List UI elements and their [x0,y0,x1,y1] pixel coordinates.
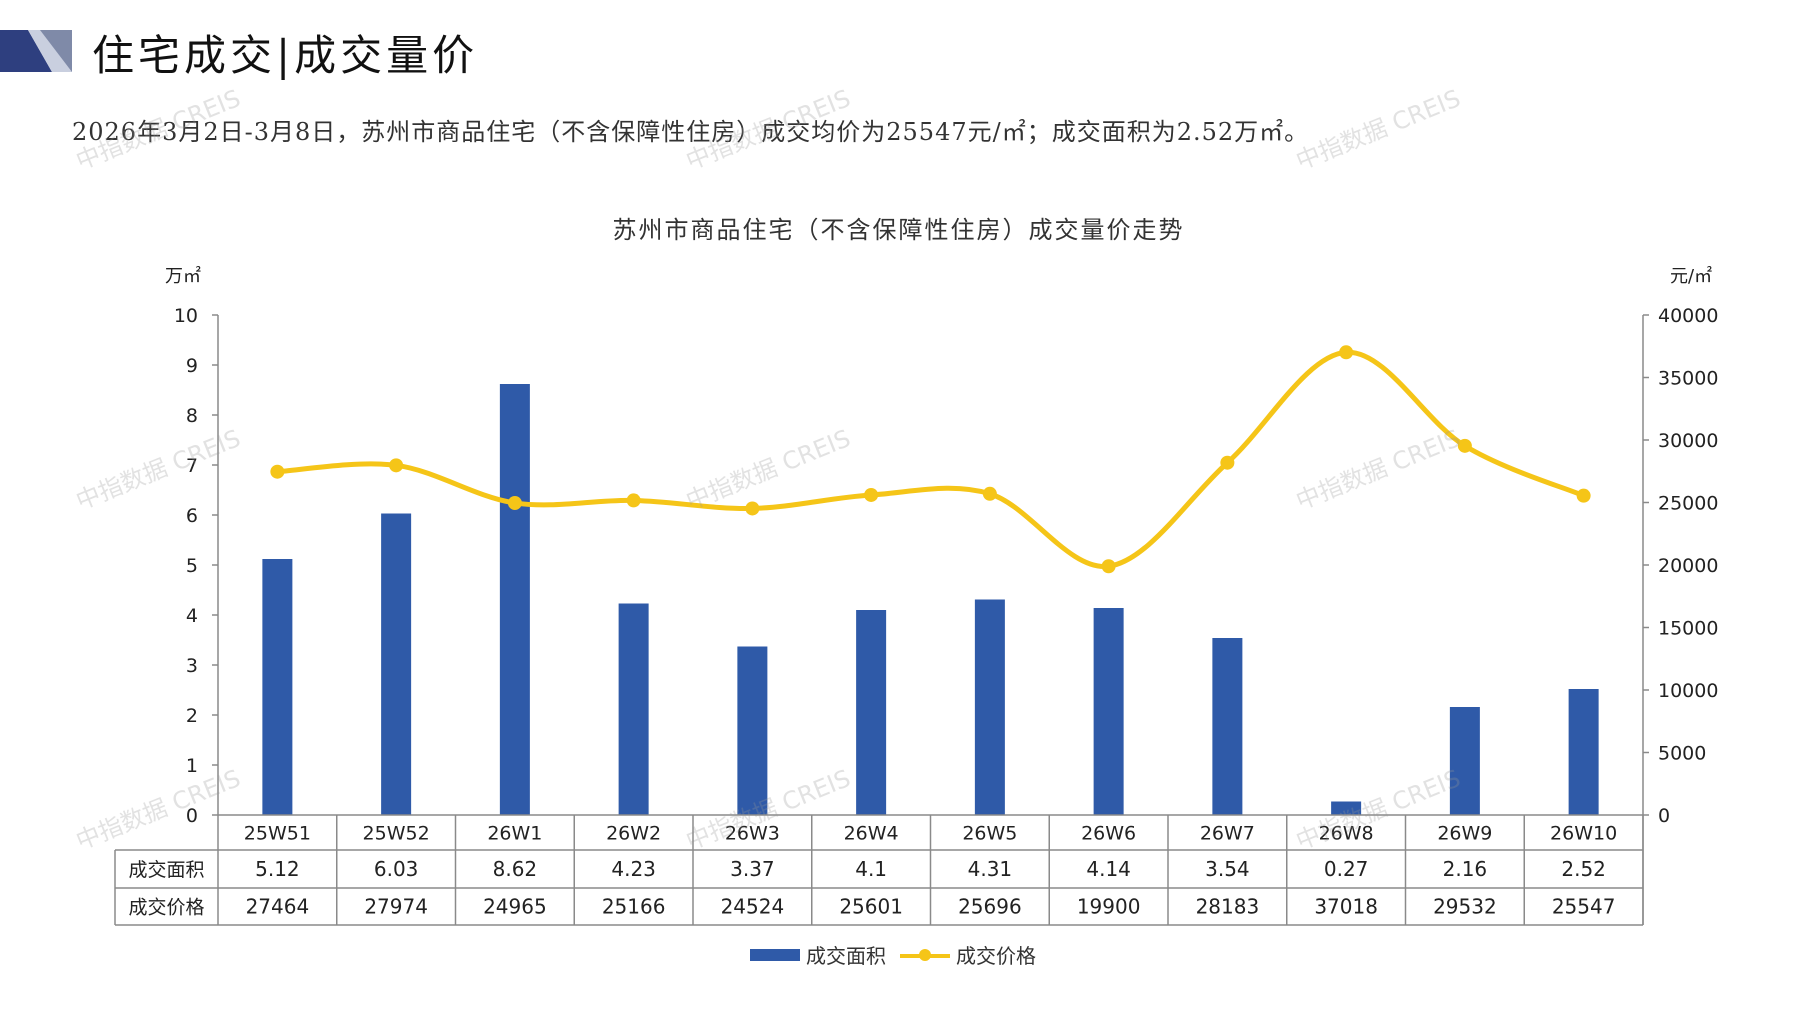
right-tick-label: 20000 [1658,555,1718,577]
right-tick-label: 0 [1658,805,1670,827]
left-tick-label: 6 [186,505,198,527]
line-data-label: 37018 [1314,895,1378,919]
line-data-label: 27464 [246,895,310,919]
bar-data-label: 6.03 [374,857,419,881]
price-point-26W1 [507,495,522,510]
price-point-26W9 [1457,438,1472,453]
right-tick-label: 10000 [1658,680,1718,702]
line-data-label: 19900 [1077,895,1141,919]
bar-26W3 [737,646,768,815]
x-tick-label: 26W9 [1437,823,1492,845]
bar-26W2 [618,603,649,815]
bar-26W9 [1449,707,1480,815]
left-axis-unit: 万㎡ [165,265,201,287]
line-data-label: 25696 [958,895,1022,919]
bar-data-label: 4.1 [855,857,887,881]
line-data-label: 25166 [602,895,666,919]
table-row-label-price: 成交价格 [128,897,204,919]
x-tick-label: 26W2 [606,823,661,845]
bar-data-label: 4.23 [611,857,656,881]
left-tick-label: 8 [186,405,198,427]
bar-data-label: 4.31 [968,857,1013,881]
bar-26W7 [1212,638,1243,815]
right-tick-label: 5000 [1658,743,1706,765]
left-tick-label: 9 [186,355,198,377]
price-point-26W6 [1101,559,1116,574]
x-tick-label: 26W10 [1550,823,1617,845]
price-point-26W5 [982,486,997,501]
bar-data-label: 3.54 [1205,857,1250,881]
chart-legend: 成交面积 成交价格 [750,940,1036,969]
bar-data-label: 4.14 [1086,857,1131,881]
bar-26W1 [499,384,530,815]
bar-data-label: 2.52 [1561,857,1606,881]
right-tick-label: 35000 [1658,368,1718,390]
x-tick-label: 26W3 [725,823,780,845]
left-tick-label: 1 [186,755,198,777]
bar-26W4 [856,610,887,815]
bar-data-label: 5.12 [255,857,300,881]
legend-item-line: 成交价格 [900,940,1036,969]
right-tick-label: 25000 [1658,493,1718,515]
left-tick-label: 3 [186,655,198,677]
left-tick-label: 2 [186,705,198,727]
right-tick-label: 30000 [1658,430,1718,452]
x-tick-label: 25W51 [244,823,311,845]
line-data-label: 25547 [1552,895,1616,919]
bar-data-label: 3.37 [730,857,775,881]
legend-line-swatch [900,948,950,961]
header-logo [0,30,72,72]
x-tick-label: 26W1 [487,823,542,845]
line-data-label: 27974 [364,895,428,919]
legend-bar-label: 成交面积 [806,944,886,968]
x-tick-label: 26W4 [844,823,899,845]
x-tick-label: 26W6 [1081,823,1136,845]
price-line [277,349,1585,569]
line-data-label: 24965 [483,895,547,919]
bar-data-label: 8.62 [493,857,538,881]
x-tick-label: 25W52 [363,823,430,845]
price-point-26W7 [1220,455,1235,470]
price-point-25W52 [389,458,404,473]
left-tick-label: 7 [186,455,198,477]
price-point-26W4 [864,487,879,502]
left-tick-label: 0 [186,805,198,827]
bar-25W52 [381,513,412,815]
right-axis-unit: 元/㎡ [1670,265,1712,287]
x-tick-label: 26W5 [962,823,1017,845]
legend-line-label: 成交价格 [956,944,1036,968]
bar-data-label: 2.16 [1443,857,1488,881]
bar-26W6 [1093,608,1124,815]
legend-bar-swatch [750,948,800,961]
price-point-26W8 [1339,345,1354,360]
x-tick-label: 26W8 [1319,823,1374,845]
page-title: 住宅成交|成交量价 [92,31,479,80]
left-tick-label: 4 [186,605,198,627]
line-data-label: 24524 [721,895,785,919]
right-tick-label: 40000 [1658,305,1718,327]
price-point-26W10 [1576,488,1591,503]
chart-title: 苏州市商品住宅（不含保障性住房）成交量价走势 [612,216,1185,244]
line-data-label: 28183 [1196,895,1260,919]
bar-26W8 [1331,801,1362,815]
bar-data-label: 0.27 [1324,857,1369,881]
bar-25W51 [262,559,293,815]
line-data-label: 25601 [839,895,903,919]
price-point-25W51 [270,464,285,479]
price-point-26W3 [745,501,760,516]
bar-26W10 [1568,689,1599,815]
line-data-label: 29532 [1433,895,1497,919]
price-point-26W2 [626,493,641,508]
left-tick-label: 10 [174,305,198,327]
left-tick-label: 5 [186,555,198,577]
summary-text: 2026年3月2日-3月8日，苏州市商品住宅（不含保障性住房）成交均价为2554… [72,118,1310,146]
x-tick-label: 26W7 [1200,823,1255,845]
right-tick-label: 15000 [1658,618,1718,640]
bar-26W5 [974,599,1005,815]
table-row-label-area: 成交面积 [128,859,204,881]
legend-item-bar: 成交面积 [750,940,886,969]
